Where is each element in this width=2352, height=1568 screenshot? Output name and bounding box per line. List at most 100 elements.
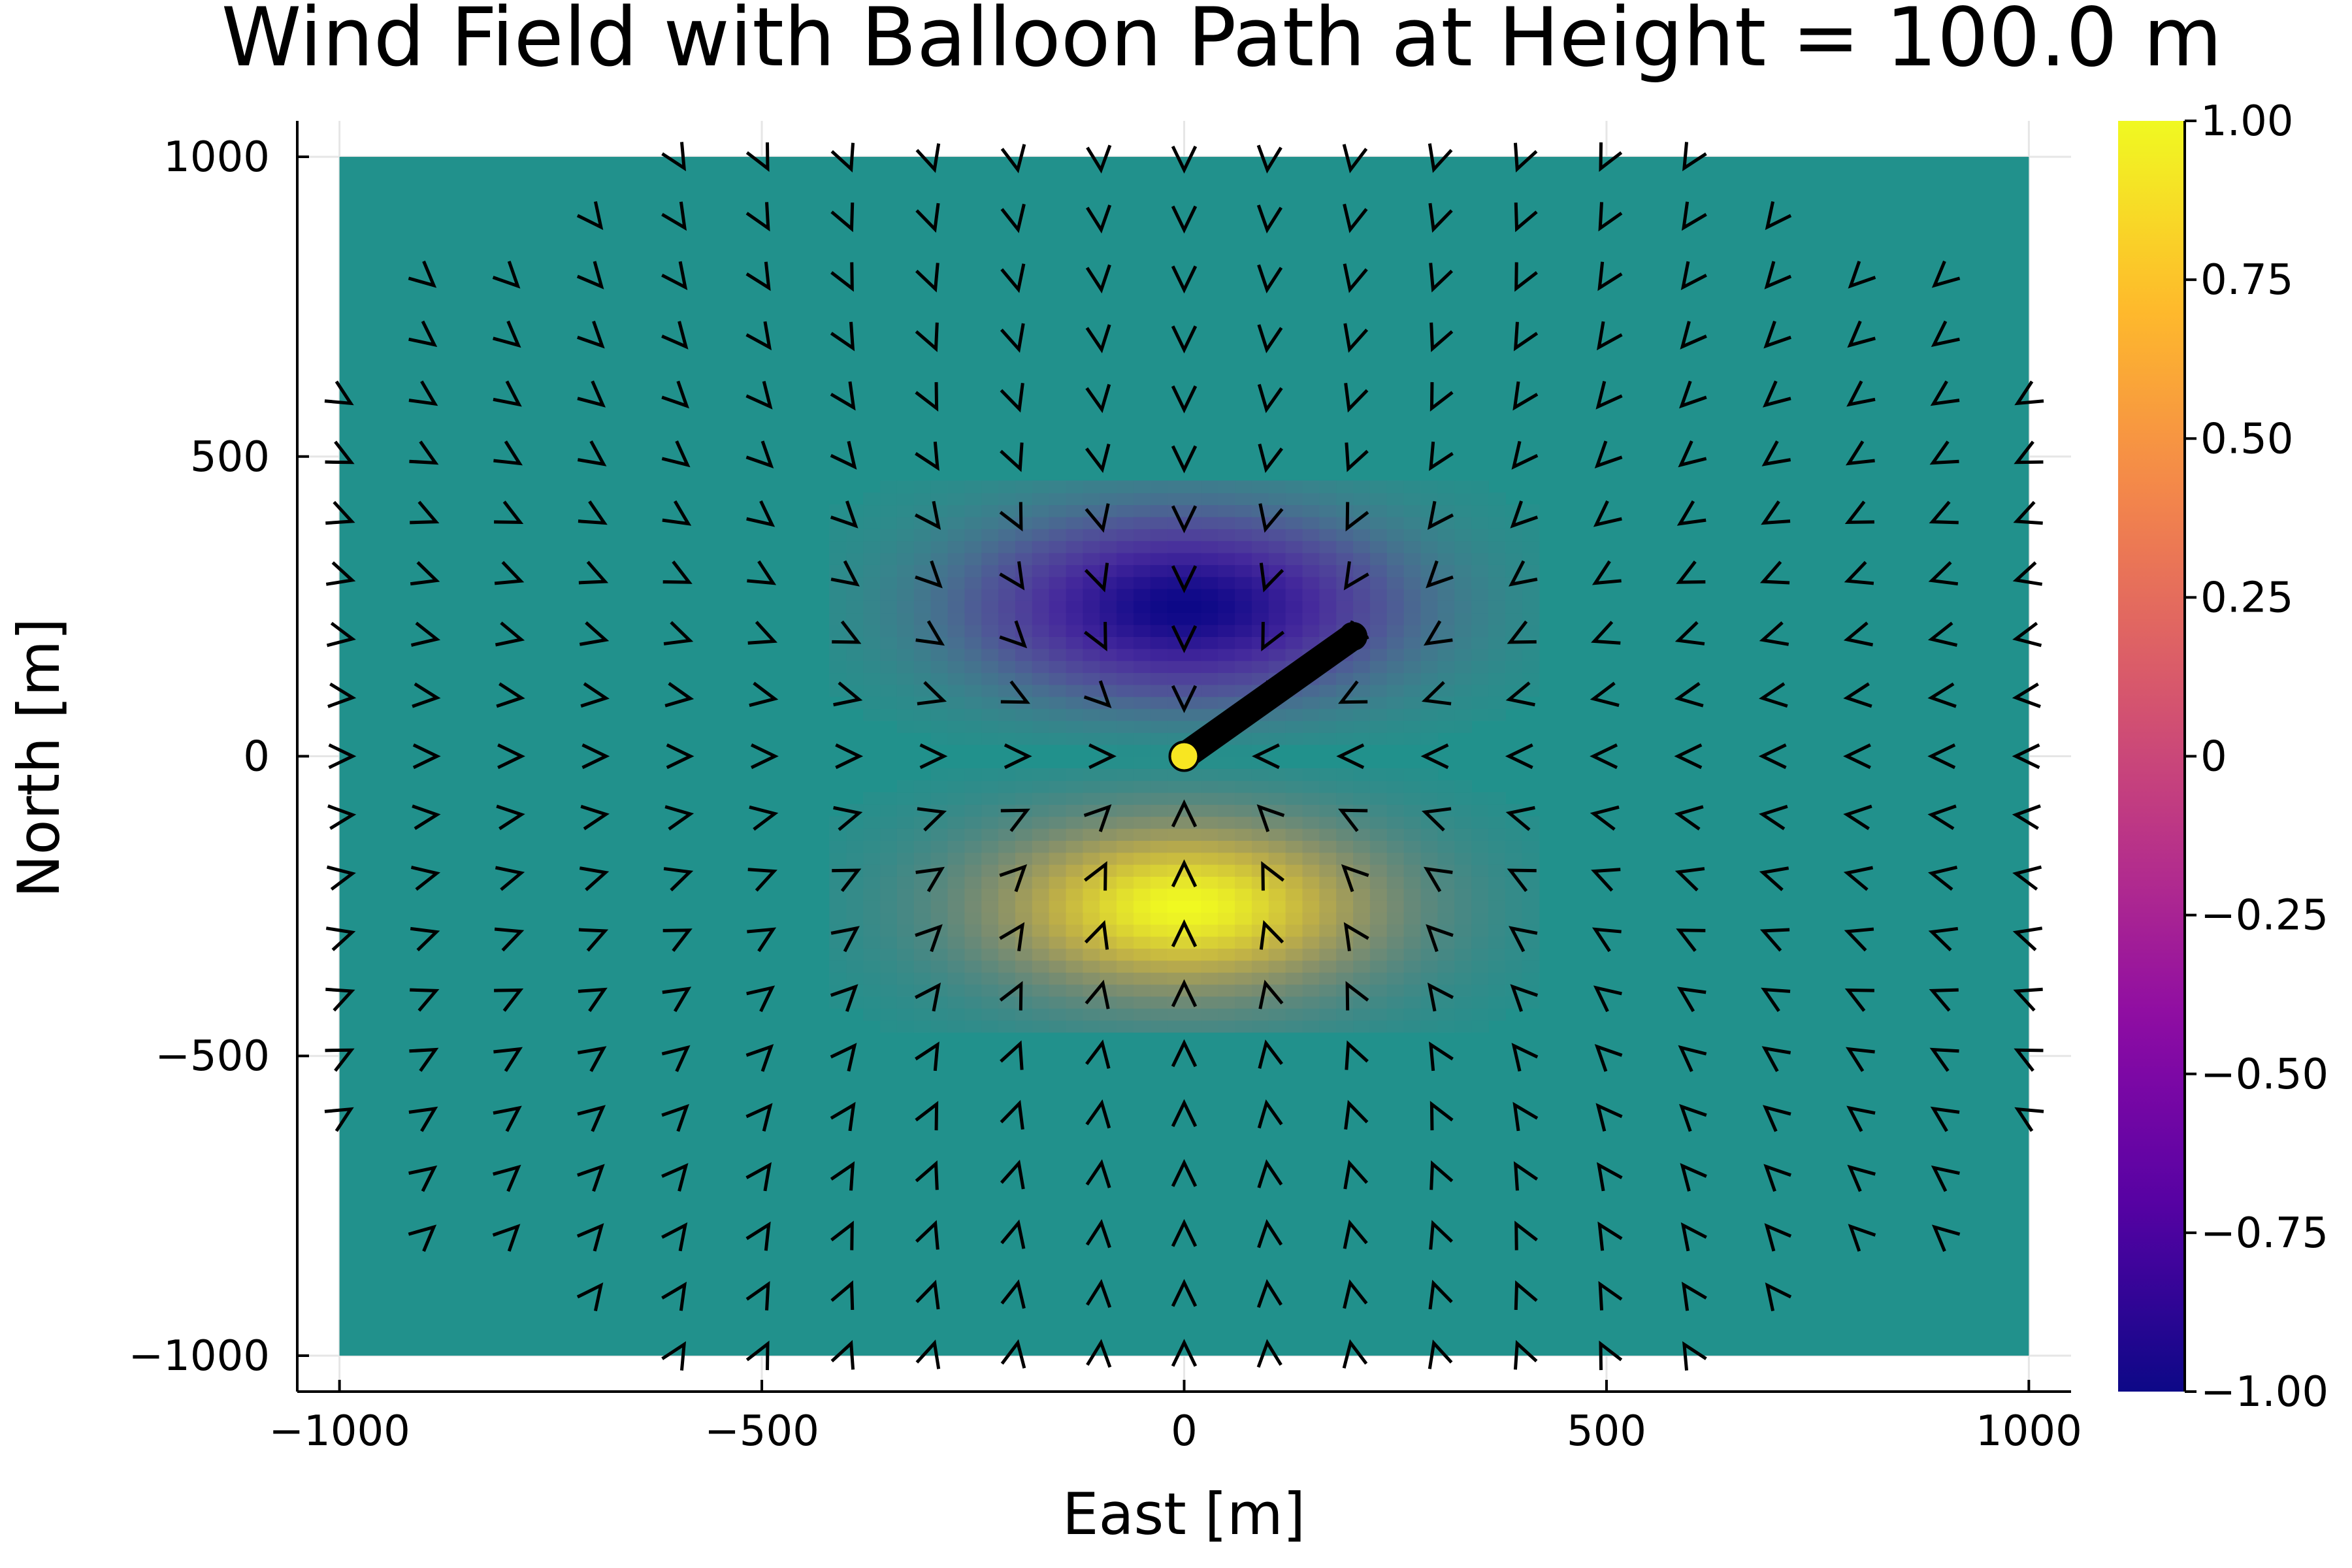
heatmap-cell (1369, 492, 1388, 506)
heatmap-cell (913, 1007, 932, 1021)
heatmap-cell (1454, 900, 1473, 913)
wind-barb (1427, 500, 1454, 531)
wind-barb (2012, 561, 2043, 586)
heatmap-cell (846, 852, 864, 865)
heatmap-cell (998, 1020, 1016, 1033)
wind-barb (577, 380, 606, 408)
heatmap-cell (1302, 780, 1320, 793)
heatmap-cell (829, 840, 847, 853)
heatmap-cell (1117, 828, 1134, 841)
heatmap-cell (947, 984, 966, 997)
heatmap-cell (1201, 540, 1219, 553)
heatmap-cell (1133, 516, 1151, 529)
heatmap-cell (1437, 708, 1456, 721)
wind-barb (1000, 442, 1024, 472)
heatmap-cell (1083, 972, 1101, 985)
heatmap-cell (1150, 672, 1168, 685)
heatmap-cell (1117, 672, 1134, 685)
heatmap-cell (964, 684, 983, 697)
heatmap-cell (863, 504, 881, 517)
heatmap-cell (913, 984, 932, 997)
heatmap-cell (1015, 588, 1033, 601)
heatmap-cell (947, 660, 966, 674)
heatmap-cell (1522, 672, 1540, 685)
heatmap-cell (1454, 816, 1473, 829)
heatmap-cell (1353, 480, 1371, 493)
wind-barb (1590, 743, 1618, 770)
wind-barb (1510, 500, 1539, 529)
wind-barb (1171, 505, 1198, 534)
wind-barb (833, 681, 863, 707)
wind-barb (1514, 1280, 1538, 1310)
heatmap-cell (1150, 660, 1168, 674)
heatmap-cell (1471, 516, 1489, 529)
wind-barb (1512, 381, 1539, 411)
heatmap-cell (1488, 924, 1506, 937)
wind-barb (578, 500, 608, 525)
heatmap-cell (1522, 912, 1540, 925)
heatmap-cell (1319, 480, 1337, 493)
heatmap-cell (981, 624, 1000, 638)
heatmap-cell (1386, 792, 1405, 805)
wind-barb (2012, 621, 2042, 647)
heatmap-cell (913, 852, 932, 865)
wind-barb (661, 321, 689, 350)
heatmap-cell (964, 780, 983, 793)
heatmap-cell (829, 875, 847, 889)
heatmap-cell (1184, 960, 1202, 973)
wind-barb (1257, 384, 1283, 414)
heatmap-cell (880, 912, 898, 925)
heatmap-cell (1319, 672, 1337, 685)
heatmap-cell (947, 852, 966, 865)
heatmap-cell (1454, 948, 1473, 961)
heatmap-cell (1386, 996, 1405, 1009)
wind-barb (2012, 743, 2040, 770)
heatmap-cell (846, 612, 864, 625)
heatmap-cell (1403, 624, 1422, 638)
heatmap-cell (1235, 804, 1252, 817)
wind-barb (1762, 380, 1791, 408)
colorbar-tick-label: −0.25 (2200, 892, 2328, 940)
heatmap-cell (1386, 588, 1405, 601)
wind-barb (830, 1220, 854, 1250)
heatmap-cell (1235, 936, 1252, 949)
heatmap-cell (1066, 516, 1084, 529)
heatmap-cell (1319, 792, 1337, 805)
heatmap-cell (998, 900, 1016, 913)
heatmap-cell (1133, 660, 1151, 674)
wind-barb (1927, 866, 1958, 891)
heatmap-cell (1454, 564, 1473, 578)
heatmap-cell (1201, 840, 1219, 853)
heatmap-cell (998, 480, 1016, 493)
heatmap-cell (829, 960, 847, 973)
heatmap-cell (863, 648, 881, 661)
heatmap-cell (1066, 936, 1084, 949)
heatmap-cell (1369, 732, 1388, 745)
heatmap-cell (998, 708, 1016, 721)
wind-barb (1678, 440, 1707, 468)
heatmap-cell (1403, 672, 1422, 685)
heatmap-cell (1319, 948, 1337, 961)
wind-barb (1338, 808, 1368, 832)
wind-barb (328, 743, 357, 770)
heatmap-cell (846, 972, 864, 985)
heatmap-cell (1218, 948, 1236, 961)
heatmap-cell (1100, 600, 1118, 613)
heatmap-cell (1319, 720, 1337, 733)
heatmap-cell (1285, 720, 1303, 733)
wind-barb (1343, 1159, 1369, 1190)
heatmap-cell (947, 708, 966, 721)
heatmap-cell (913, 672, 932, 685)
heatmap-cell (1488, 804, 1506, 817)
heatmap-cell (896, 708, 915, 721)
heatmap-cell (880, 480, 898, 493)
heatmap-cell (1150, 756, 1168, 769)
heatmap-cell (1117, 875, 1134, 889)
heatmap-cell (863, 528, 881, 542)
heatmap-cell (1167, 660, 1185, 674)
heatmap-cell (1420, 840, 1439, 853)
heatmap-cell (947, 1007, 966, 1021)
heatmap-cell (1285, 552, 1303, 565)
wind-barb (745, 380, 773, 410)
heatmap-cell (1150, 588, 1168, 601)
